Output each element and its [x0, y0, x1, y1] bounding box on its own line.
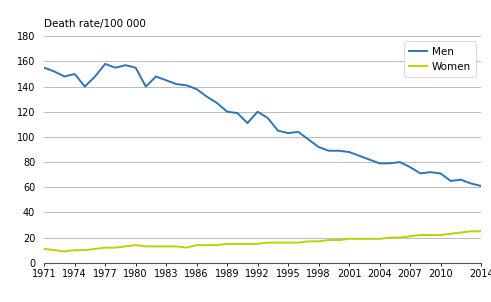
Men [275, 129, 281, 132]
Men [193, 87, 199, 91]
Men [143, 85, 149, 88]
Men [397, 160, 403, 164]
Women [52, 248, 57, 252]
Women [214, 243, 220, 247]
Women [275, 241, 281, 244]
Men [102, 62, 108, 66]
Men [224, 110, 230, 114]
Women [143, 245, 149, 248]
Women [316, 239, 322, 243]
Women [397, 236, 403, 239]
Women [478, 230, 484, 233]
Men [184, 84, 190, 87]
Men [458, 178, 464, 182]
Men [366, 158, 372, 161]
Men [153, 75, 159, 78]
Men [123, 63, 129, 67]
Men [468, 182, 474, 185]
Women [285, 241, 291, 244]
Women [82, 248, 88, 252]
Women [123, 245, 129, 248]
Women [437, 233, 443, 237]
Women [356, 237, 362, 241]
Men [377, 162, 382, 165]
Women [102, 246, 108, 249]
Men [265, 116, 271, 120]
Women [265, 241, 271, 244]
Women [193, 243, 199, 247]
Women [92, 247, 98, 251]
Men [82, 85, 88, 88]
Men [163, 79, 169, 82]
Men [234, 111, 240, 115]
Men [336, 149, 342, 153]
Women [184, 246, 190, 249]
Women [448, 232, 454, 236]
Women [245, 242, 250, 246]
Women [112, 246, 118, 249]
Men [255, 110, 261, 114]
Women [295, 241, 301, 244]
Men [204, 95, 210, 98]
Women [133, 243, 138, 247]
Men [316, 145, 322, 149]
Women [41, 247, 47, 251]
Men [478, 184, 484, 188]
Women [204, 243, 210, 247]
Men [387, 162, 393, 165]
Men [133, 66, 138, 69]
Men [72, 72, 78, 76]
Women [458, 231, 464, 234]
Men [214, 101, 220, 105]
Men [285, 131, 291, 135]
Men [61, 75, 67, 78]
Women [255, 242, 261, 246]
Women [224, 242, 230, 246]
Women [163, 245, 169, 248]
Women [336, 238, 342, 242]
Women [366, 237, 372, 241]
Men [448, 179, 454, 183]
Men [52, 70, 57, 73]
Text: Death rate/100 000: Death rate/100 000 [44, 19, 146, 30]
Women [407, 234, 413, 238]
Women [61, 249, 67, 253]
Women [468, 230, 474, 233]
Women [173, 245, 179, 248]
Men [428, 170, 434, 174]
Men [112, 66, 118, 69]
Women [72, 248, 78, 252]
Women [417, 233, 423, 237]
Men [173, 82, 179, 86]
Line: Men: Men [44, 64, 481, 186]
Men [356, 154, 362, 158]
Men [437, 172, 443, 175]
Men [41, 66, 47, 69]
Women [234, 242, 240, 246]
Men [346, 150, 352, 154]
Men [92, 75, 98, 78]
Women [377, 237, 382, 241]
Women [153, 245, 159, 248]
Men [295, 130, 301, 134]
Men [245, 121, 250, 125]
Men [326, 149, 332, 153]
Women [387, 236, 393, 239]
Line: Women: Women [44, 231, 481, 251]
Women [305, 239, 311, 243]
Women [428, 233, 434, 237]
Women [346, 237, 352, 241]
Men [305, 138, 311, 141]
Women [326, 238, 332, 242]
Legend: Men, Women: Men, Women [404, 41, 476, 77]
Men [407, 165, 413, 169]
Men [417, 172, 423, 175]
